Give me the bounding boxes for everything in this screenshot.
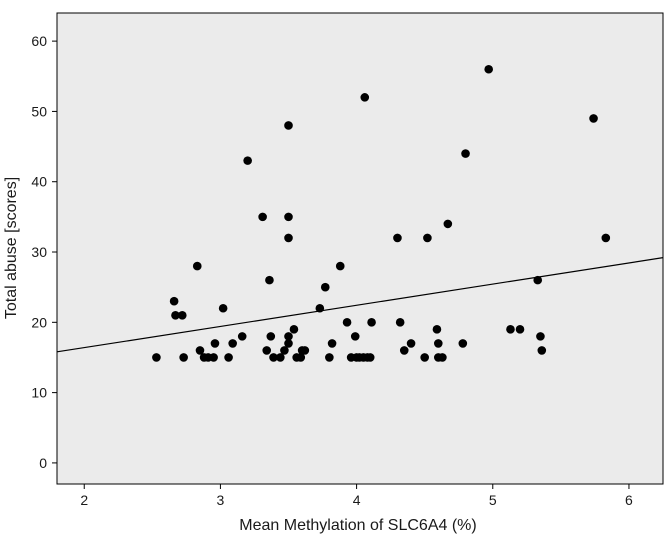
plot-area [56, 12, 664, 485]
data-point [458, 339, 468, 348]
data-point [327, 339, 337, 348]
data-point [300, 346, 310, 355]
x-tick-label: 4 [353, 492, 361, 508]
data-point [325, 353, 334, 362]
y-axis-ticks: 0 10 20 30 40 50 60 [31, 33, 57, 471]
data-point [443, 219, 453, 229]
data-point [195, 346, 205, 355]
fit-line-group [56, 257, 664, 353]
data-point [589, 114, 598, 123]
y-tick-label: 0 [39, 455, 47, 471]
data-point [315, 303, 325, 313]
data-point [434, 339, 443, 348]
data-point [484, 64, 493, 74]
y-tick-label: 20 [31, 314, 47, 330]
x-axis-title: Mean Methylation of SLC6A4 (%) [239, 517, 476, 534]
data-point [432, 325, 442, 334]
data-point [179, 353, 188, 362]
data-point [461, 149, 470, 158]
x-tick-label: 6 [625, 492, 633, 508]
data-point [284, 339, 293, 348]
regression-line [56, 257, 664, 353]
y-tick-label: 60 [31, 33, 47, 49]
data-points [152, 64, 611, 362]
data-point [266, 332, 276, 341]
data-point [537, 346, 547, 355]
data-point [243, 156, 252, 165]
data-point [218, 303, 228, 313]
data-point [209, 353, 218, 362]
data-point [177, 310, 187, 320]
data-point [515, 325, 525, 334]
data-point [423, 233, 432, 243]
x-tick-label: 5 [489, 492, 497, 508]
data-point [420, 353, 429, 362]
data-point [393, 233, 402, 243]
data-point [284, 121, 293, 130]
data-point [360, 93, 370, 102]
data-point [395, 318, 405, 327]
data-point [224, 353, 233, 362]
data-point [536, 332, 545, 341]
x-tick-label: 3 [217, 492, 225, 508]
data-point [406, 339, 416, 348]
data-point [210, 339, 220, 348]
data-point [192, 261, 202, 271]
data-point [284, 233, 293, 243]
y-tick-label: 40 [31, 174, 47, 190]
data-point [171, 310, 180, 320]
x-axis-ticks: 2 3 4 5 6 [80, 484, 633, 508]
data-point [284, 332, 293, 341]
data-point [367, 318, 376, 327]
data-point [289, 325, 299, 334]
y-tick-label: 30 [31, 244, 47, 260]
data-point [399, 346, 409, 355]
data-point [262, 346, 272, 355]
data-point [335, 261, 345, 271]
data-point [533, 275, 543, 285]
y-tick-label: 10 [31, 385, 47, 401]
y-axis-title: Total abuse [scores] [3, 177, 20, 319]
data-point [601, 233, 611, 243]
data-point [228, 339, 237, 348]
data-point [296, 353, 306, 362]
data-point [342, 318, 352, 327]
data-point [152, 353, 161, 362]
data-point [438, 353, 447, 362]
data-point [269, 353, 278, 362]
data-point [506, 325, 515, 334]
data-point [365, 353, 375, 362]
data-point [284, 212, 293, 222]
data-point [265, 275, 274, 285]
data-point [280, 346, 289, 355]
data-point [169, 296, 179, 306]
x-tick-label: 2 [80, 492, 88, 508]
data-point [237, 332, 247, 341]
data-point [258, 212, 267, 222]
data-point [276, 353, 285, 362]
y-tick-label: 50 [31, 103, 47, 119]
data-point [320, 282, 330, 292]
data-point [350, 332, 360, 341]
